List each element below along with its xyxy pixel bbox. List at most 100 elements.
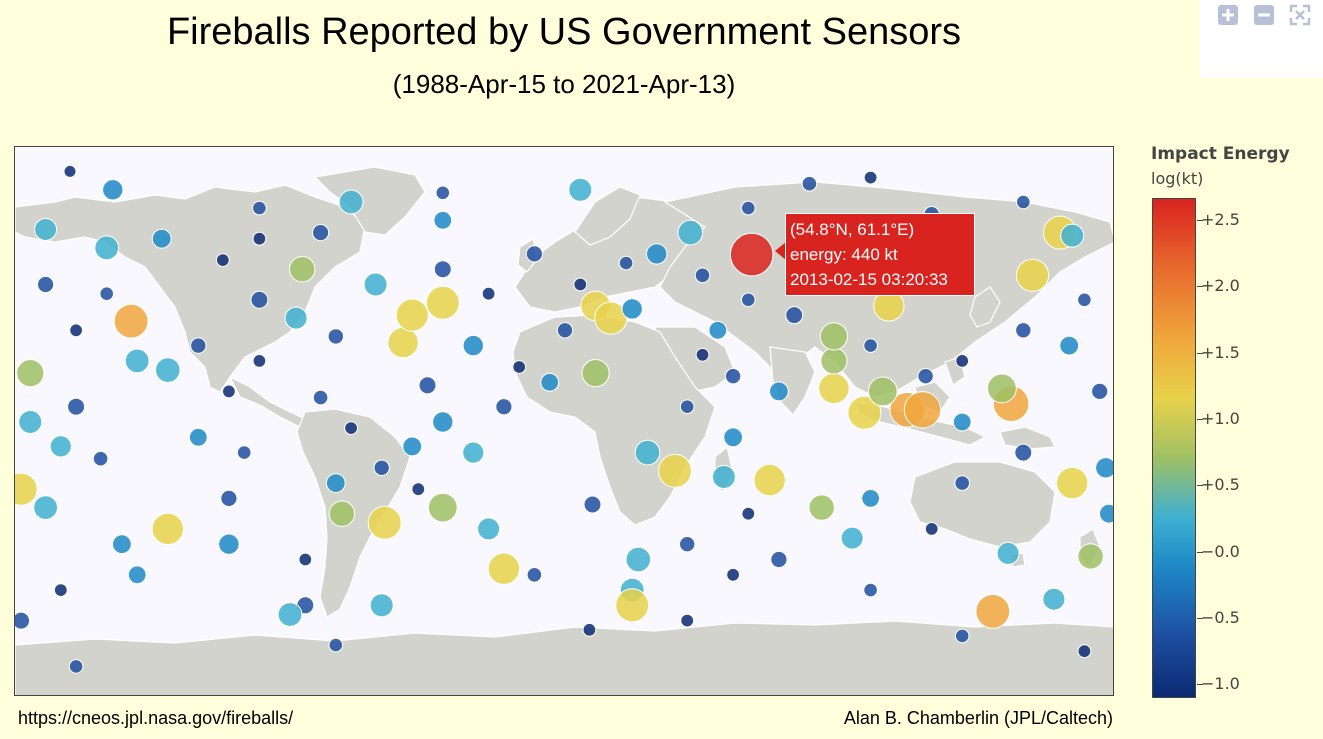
fireball-marker[interactable] [711, 465, 736, 489]
fireball-marker[interactable] [222, 384, 236, 399]
fireball-marker[interactable] [582, 622, 597, 637]
fireball-marker[interactable] [924, 522, 939, 536]
fireball-marker[interactable] [861, 489, 880, 508]
fireball-marker[interactable] [215, 253, 230, 267]
fireball-marker[interactable] [427, 492, 458, 523]
autoscale-icon[interactable] [1289, 4, 1311, 26]
fireball-marker[interactable] [770, 550, 788, 569]
fireball-marker[interactable] [218, 533, 240, 555]
fireball-marker[interactable] [477, 517, 501, 541]
fireball-marker[interactable] [863, 170, 878, 185]
fireball-markers[interactable] [15, 164, 1115, 674]
source-link[interactable]: https://cneos.jpl.nasa.gov/fireballs/ [18, 708, 294, 728]
fireball-marker[interactable] [312, 389, 329, 406]
fireball-marker[interactable] [481, 286, 496, 301]
fireball-marker[interactable] [433, 210, 453, 230]
fireball-marker[interactable] [568, 177, 593, 202]
minus-icon[interactable] [1253, 4, 1275, 26]
fireball-marker[interactable] [621, 298, 643, 320]
fireball-marker[interactable] [344, 421, 359, 436]
highlighted-fireball[interactable] [729, 232, 774, 277]
fireball-marker[interactable] [433, 260, 452, 279]
fireball-marker[interactable] [112, 534, 132, 555]
fireball-marker[interactable] [1056, 466, 1089, 500]
fireball-marker[interactable] [102, 179, 124, 201]
fireball-marker[interactable] [753, 463, 786, 497]
fireball-marker[interactable] [679, 536, 696, 553]
fireball-marker[interactable] [113, 303, 149, 339]
fireball-marker[interactable] [917, 368, 934, 385]
fireball-marker[interactable] [1077, 644, 1092, 659]
fireball-marker[interactable] [124, 348, 150, 374]
fireball-marker[interactable] [327, 328, 344, 345]
fireball-marker[interactable] [92, 450, 109, 467]
fireball-marker[interactable] [1095, 457, 1114, 479]
fireball-marker[interactable] [252, 231, 267, 246]
fireball-marker[interactable] [1077, 543, 1104, 570]
fireball-marker[interactable] [15, 611, 31, 630]
fireball-marker[interactable] [363, 272, 388, 297]
fireball-marker[interactable] [432, 411, 454, 433]
fireball-marker[interactable] [723, 427, 743, 448]
fireball-marker[interactable] [1015, 258, 1050, 292]
fireball-marker[interactable] [708, 320, 728, 340]
fireball-marker[interactable] [1077, 292, 1092, 308]
fireball-marker[interactable] [236, 445, 252, 460]
fireball-marker[interactable] [69, 323, 83, 338]
fireball-marker[interactable] [847, 395, 882, 430]
fireball-marker[interactable] [525, 245, 544, 263]
fireball-marker[interactable] [820, 347, 848, 375]
chelyabinsk-fireball-marker[interactable] [729, 232, 774, 277]
fireball-marker[interactable] [741, 292, 756, 308]
fireball-marker[interactable] [801, 175, 818, 192]
fireball-marker[interactable] [190, 337, 207, 354]
fireball-marker[interactable] [1099, 503, 1115, 524]
fireball-marker[interactable] [1042, 587, 1066, 611]
fireball-marker[interactable] [277, 602, 303, 627]
fireball-marker[interactable] [694, 267, 711, 284]
fireball-marker[interactable] [298, 552, 313, 567]
fireball-marker[interactable] [677, 219, 704, 246]
fireball-marker[interactable] [34, 218, 58, 241]
fireball-marker[interactable] [67, 397, 86, 416]
fireball-marker[interactable] [37, 275, 55, 294]
fireball-marker[interactable] [425, 285, 460, 320]
fireball-marker[interactable] [769, 381, 789, 402]
fireball-marker[interactable] [726, 567, 740, 582]
fireball-marker[interactable] [618, 255, 634, 271]
fireball-marker[interactable] [808, 494, 835, 521]
fireball-marker[interactable] [679, 399, 695, 415]
fireball-marker[interactable] [785, 306, 804, 325]
fireball-marker[interactable] [818, 372, 850, 405]
fireball-marker[interactable] [33, 495, 58, 521]
fireball-marker[interactable] [975, 594, 1011, 629]
fireball-marker[interactable] [53, 583, 68, 598]
fireball-marker[interactable] [680, 613, 695, 628]
fireball-marker[interactable] [369, 593, 394, 618]
fireball-marker[interactable] [615, 588, 650, 623]
fireball-marker[interactable] [512, 360, 527, 374]
fireball-marker[interactable] [556, 322, 574, 339]
fireball-marker[interactable] [220, 489, 238, 507]
fireball-marker[interactable] [188, 427, 208, 447]
fireball-marker[interactable] [955, 354, 970, 368]
fireball-marker[interactable] [1015, 322, 1032, 339]
fireball-marker[interactable] [289, 256, 316, 283]
fireball-marker[interactable] [526, 567, 543, 583]
fireball-marker[interactable] [462, 334, 484, 357]
fireball-marker[interactable] [99, 286, 114, 301]
fireball-marker[interactable] [573, 277, 588, 292]
fireball-marker[interactable] [954, 628, 970, 644]
fireball-marker[interactable] [252, 354, 267, 368]
fireball-marker[interactable] [284, 306, 308, 330]
fireball-marker[interactable] [325, 473, 346, 494]
fireball-marker[interactable] [1091, 382, 1109, 400]
fireball-marker[interactable] [395, 298, 429, 332]
fireball-marker[interactable] [312, 224, 330, 242]
world-map[interactable] [14, 146, 1114, 696]
fireball-marker[interactable] [863, 582, 878, 598]
fireball-marker[interactable] [63, 164, 77, 178]
fireball-marker[interactable] [18, 410, 43, 434]
fireball-marker[interactable] [15, 472, 38, 506]
fireball-marker[interactable] [127, 565, 147, 585]
